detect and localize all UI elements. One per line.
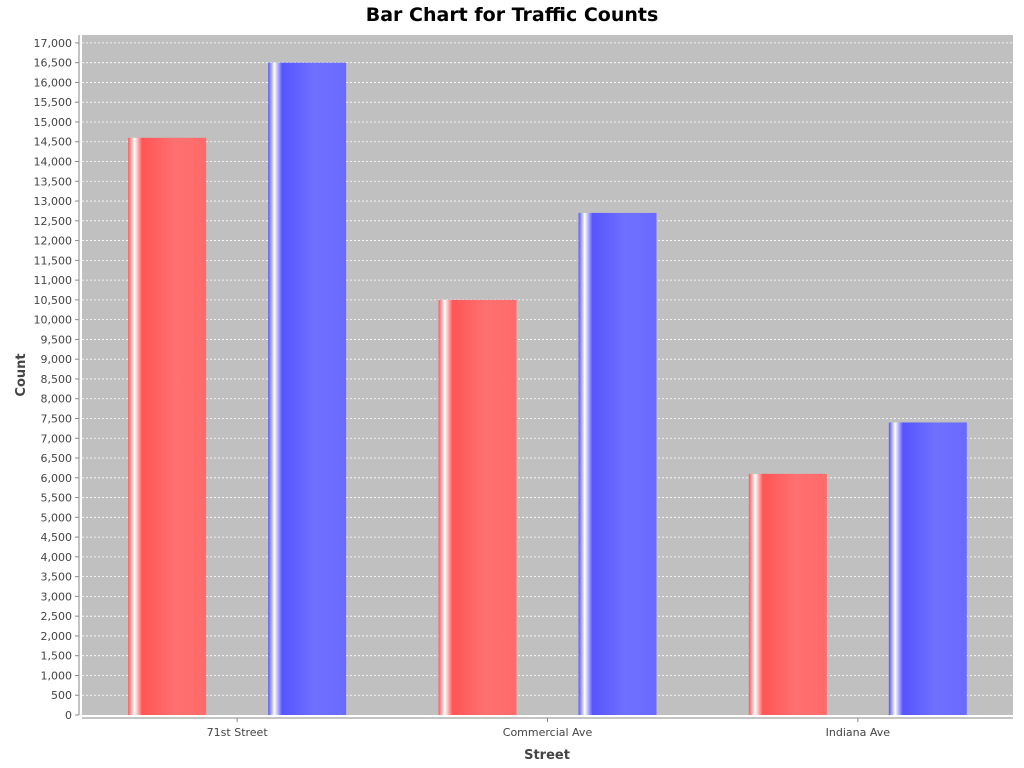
y-tick-label: 1,000	[41, 669, 73, 682]
x-tick-label: 71st Street	[207, 726, 269, 739]
y-tick-label: 14,000	[34, 156, 73, 169]
plot-area	[82, 35, 1013, 715]
y-tick-label: 6,000	[41, 472, 73, 485]
y-axis-ticks: 0 500 1,000 1,500 2,000 2,500 3,000 3,500 4,000 4…	[34, 37, 79, 722]
y-tick-label: 16,000	[34, 76, 73, 89]
y-tick-label: 11,000	[34, 274, 73, 287]
y-tick-label: 2,000	[41, 630, 73, 643]
y-tick-label: 2,500	[41, 610, 73, 623]
y-tick-label: 14,500	[34, 136, 73, 149]
y-tick-label: 16,500	[34, 57, 73, 70]
y-tick-label: 11,500	[34, 254, 73, 267]
y-tick-label: 9,000	[41, 353, 73, 366]
y-tick-label: 17,000	[34, 37, 73, 50]
y-tick-label: 13,500	[34, 175, 73, 188]
y-tick-label: 500	[51, 689, 72, 702]
bar-1-71st-street	[128, 137, 207, 715]
y-tick-label: 5,500	[41, 492, 73, 505]
y-tick-label: 0	[65, 709, 72, 722]
y-tick-label: 3,500	[41, 571, 73, 584]
y-tick-label: 10,500	[34, 294, 73, 307]
bar-1-indiana-ave	[748, 473, 827, 715]
y-tick-label: 8,000	[41, 393, 73, 406]
x-tick-label: Commercial Ave	[503, 726, 593, 739]
x-tick-label: Indiana Ave	[826, 726, 891, 739]
bars	[128, 62, 967, 715]
bar-2-71st-street	[268, 62, 347, 715]
y-tick-label: 10,000	[34, 314, 73, 327]
chart-title: Bar Chart for Traffic Counts	[366, 4, 659, 26]
bar-1-commercial-ave	[438, 299, 517, 715]
y-tick-label: 13,000	[34, 195, 73, 208]
y-tick-label: 12,000	[34, 235, 73, 248]
y-tick-label: 5,000	[41, 511, 73, 524]
y-tick-label: 4,500	[41, 531, 73, 544]
y-tick-label: 4,000	[41, 551, 73, 564]
y-tick-label: 3,000	[41, 590, 73, 603]
y-tick-label: 7,500	[41, 412, 73, 425]
y-tick-label: 8,500	[41, 373, 73, 386]
y-tick-label: 12,500	[34, 215, 73, 228]
y-tick-label: 9,500	[41, 333, 73, 346]
bar-2-commercial-ave	[578, 212, 657, 715]
y-tick-label: 7,000	[41, 432, 73, 445]
y-tick-label: 15,000	[34, 116, 73, 129]
y-tick-label: 15,500	[34, 96, 73, 109]
gridlines	[82, 42, 1013, 696]
y-tick-label: 6,500	[41, 452, 73, 465]
y-axis-label: Count	[14, 353, 29, 396]
x-axis-ticks: 71st Street Commercial Ave Indiana Ave	[207, 718, 891, 739]
bar-2-indiana-ave	[888, 422, 967, 715]
x-axis-label: Street	[524, 748, 570, 763]
y-tick-label: 1,500	[41, 650, 73, 663]
